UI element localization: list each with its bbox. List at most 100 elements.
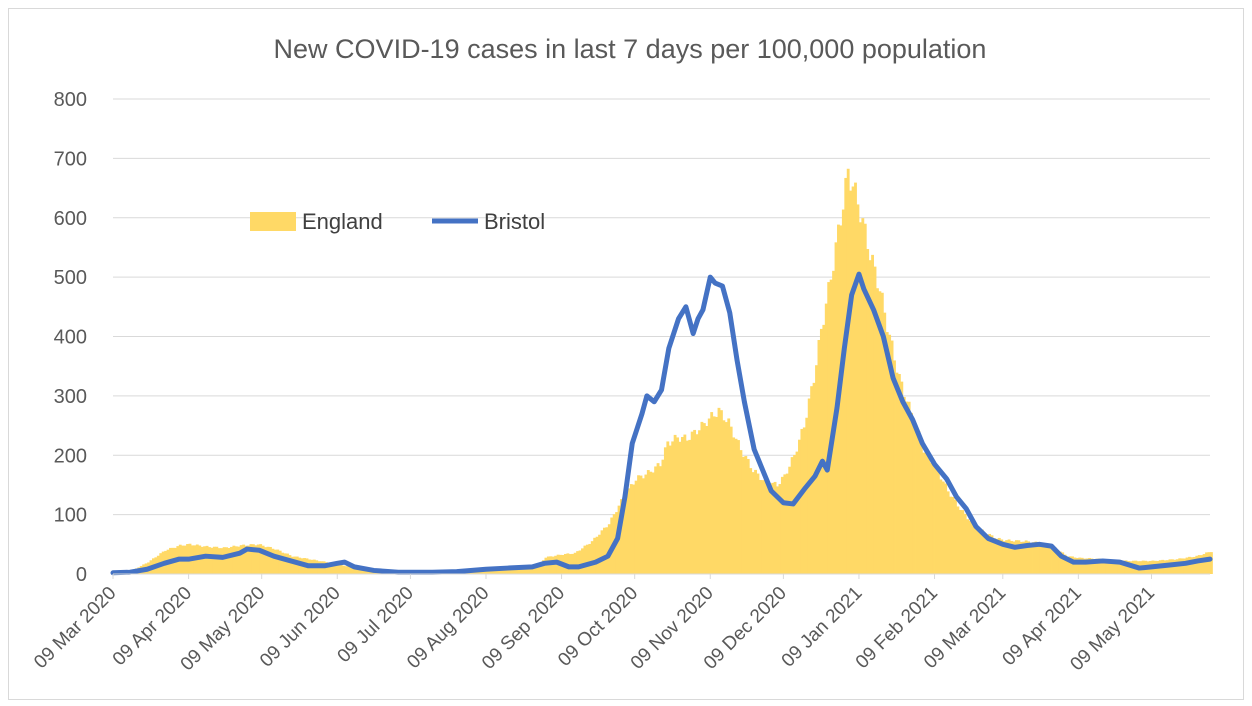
bar-england [866,249,870,574]
bar-england [990,535,994,574]
bar-england [761,480,765,574]
bar-england [690,431,694,574]
bar-england [678,441,682,574]
bar-england [347,566,350,574]
bar-england [995,538,999,574]
bar-england [237,546,241,574]
bar-england [971,522,974,574]
bar-england [1122,560,1126,574]
bar-england [1078,557,1082,574]
bar-england [646,470,650,574]
bar-england [269,546,272,574]
bar-england [593,537,597,574]
bar-england [290,556,294,574]
bar-england [1056,550,1060,574]
bar-england [651,472,655,574]
legend-swatch-england [250,212,296,231]
bar-england [744,456,748,574]
bar-england [1034,541,1038,574]
x-tick-label: 09 Mar 2020 [30,583,120,673]
series-line-bristol [110,271,1213,576]
bar-england [351,566,355,574]
bar-england [656,463,660,574]
bar-england [542,560,545,574]
bar-england [732,437,736,574]
bar-england [720,410,723,574]
bar-england [629,484,633,574]
bar-england [922,452,926,574]
bar-england [1188,556,1191,574]
bar-england [681,436,684,574]
bar-england [632,484,636,574]
bar-england [927,453,931,574]
bar-england [715,416,718,574]
bar-england [890,340,894,574]
bar-england [583,545,587,574]
bar-england [819,328,823,574]
bar-england [1183,558,1187,574]
bar-england [822,324,826,574]
bar-england [1032,542,1035,574]
bar-england [622,497,626,574]
bar-england [946,491,950,574]
legend: England Bristol [250,209,545,234]
bar-england [1180,558,1184,574]
bar-england [515,567,519,574]
bar-england [993,538,996,574]
bar-england [230,546,233,574]
bar-england [746,459,750,574]
bar-england [232,545,236,574]
bar-england [722,420,726,574]
bar-england [227,547,231,574]
bar-england [537,564,541,574]
bar-england [493,569,497,574]
bar-england [739,450,743,574]
bar-england [685,440,689,574]
bar-england [573,552,577,574]
bar-england [780,476,784,574]
bar-england [293,556,297,574]
bar-england [705,425,709,574]
bar-england [210,547,214,574]
bar-england [251,544,255,574]
bar-england [571,553,575,574]
bar-england [663,447,667,574]
bar-england [551,556,555,574]
bar-england [1022,541,1026,574]
bar-england [654,466,658,574]
bar-england [997,537,1001,574]
bar-england [325,562,328,574]
bar-england [907,401,911,574]
bar-england [539,562,543,574]
gridlines [113,98,1210,516]
bar-england [498,569,502,574]
bar-england [327,562,331,574]
bar-england [286,553,289,574]
bar-england [503,568,506,574]
bar-england [688,439,692,574]
bar-england [342,565,345,574]
bar-england [534,565,538,574]
bar-england [741,456,745,574]
bar-england [759,479,762,574]
bar-england [198,545,202,574]
bar-england [817,340,821,574]
bar-england [932,465,935,574]
bar-england [1036,543,1040,574]
bar-england [824,303,828,574]
bar-england [602,527,606,574]
bar-england [1197,555,1201,574]
bar-england [861,218,865,574]
bar-england [849,190,853,574]
bar-england [259,544,263,574]
bar-england [980,529,984,574]
bar-england [700,421,704,574]
bar-england [1061,552,1065,574]
bar-england [666,441,670,574]
chart-title: New COVID-19 cases in last 7 days per 10… [274,34,987,64]
bar-england [585,544,589,574]
bar-england [1107,559,1111,574]
bar-england [266,546,270,574]
bar-england [966,519,970,574]
